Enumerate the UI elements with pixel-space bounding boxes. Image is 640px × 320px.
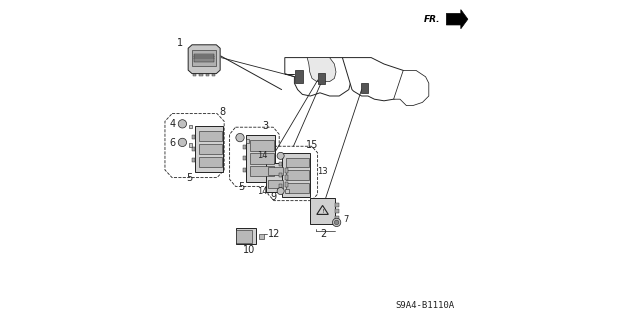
Text: 1: 1 <box>177 38 184 48</box>
Bar <box>279 173 282 177</box>
Polygon shape <box>447 10 468 29</box>
Bar <box>199 157 222 167</box>
Bar <box>286 183 309 193</box>
Bar <box>194 56 214 60</box>
Polygon shape <box>394 70 429 106</box>
Circle shape <box>178 138 187 147</box>
Polygon shape <box>268 146 317 201</box>
Bar <box>243 145 246 149</box>
Bar <box>282 153 310 197</box>
Bar <box>250 166 273 177</box>
Text: 15: 15 <box>306 140 318 150</box>
Bar <box>361 83 369 93</box>
Bar <box>268 167 283 175</box>
Circle shape <box>236 133 244 142</box>
Bar <box>189 124 193 128</box>
Bar <box>246 135 275 182</box>
Bar <box>199 144 222 154</box>
Bar <box>193 74 196 76</box>
Text: 14: 14 <box>257 187 268 196</box>
Circle shape <box>178 120 187 128</box>
Text: 10: 10 <box>243 244 255 255</box>
Text: FR.: FR. <box>424 15 440 24</box>
Text: S9A4-B1110A: S9A4-B1110A <box>396 301 454 310</box>
Bar <box>285 189 289 193</box>
Bar <box>250 153 273 164</box>
Bar <box>285 175 288 180</box>
Bar <box>243 168 246 172</box>
Bar <box>285 182 288 187</box>
Text: 13: 13 <box>317 167 328 176</box>
Polygon shape <box>165 114 224 178</box>
Text: !: ! <box>321 209 324 214</box>
Bar <box>266 163 285 192</box>
Text: 8: 8 <box>220 107 225 117</box>
Bar <box>192 135 195 139</box>
Polygon shape <box>285 58 352 96</box>
Text: 7: 7 <box>344 215 349 224</box>
Bar <box>286 170 309 180</box>
Text: 5: 5 <box>239 181 244 192</box>
Bar <box>189 143 193 147</box>
Bar <box>268 180 283 188</box>
Bar <box>206 74 209 76</box>
Bar <box>335 216 339 220</box>
Text: 5: 5 <box>187 172 193 183</box>
Text: 6: 6 <box>169 138 175 148</box>
Bar <box>194 54 214 57</box>
Bar <box>318 73 325 84</box>
Text: 12: 12 <box>268 228 280 239</box>
Bar <box>199 131 222 141</box>
Bar <box>279 162 282 166</box>
Bar <box>310 198 335 224</box>
Text: 9: 9 <box>271 192 276 203</box>
Circle shape <box>277 152 284 159</box>
Bar <box>200 74 202 76</box>
Polygon shape <box>342 58 410 101</box>
Text: 14: 14 <box>257 151 268 160</box>
Text: 2: 2 <box>320 228 326 239</box>
Bar <box>250 140 273 150</box>
Polygon shape <box>230 127 279 186</box>
Bar <box>246 139 249 143</box>
Bar <box>237 230 253 243</box>
Bar <box>192 147 195 151</box>
Text: 4: 4 <box>169 119 175 129</box>
Circle shape <box>333 218 341 227</box>
Bar <box>243 156 246 160</box>
Bar <box>195 126 223 172</box>
Circle shape <box>334 220 339 225</box>
Text: 3: 3 <box>262 121 269 131</box>
Bar <box>295 70 303 83</box>
Circle shape <box>277 188 284 195</box>
Bar <box>335 209 339 213</box>
Bar <box>194 59 214 62</box>
Bar <box>335 203 339 207</box>
Bar <box>285 168 288 173</box>
Bar <box>192 158 195 162</box>
Bar <box>279 184 282 188</box>
Bar <box>192 50 216 66</box>
Polygon shape <box>307 58 336 82</box>
Bar <box>236 228 256 244</box>
Bar <box>212 74 215 76</box>
Bar <box>286 157 309 167</box>
Bar <box>259 234 264 239</box>
Polygon shape <box>188 45 220 74</box>
